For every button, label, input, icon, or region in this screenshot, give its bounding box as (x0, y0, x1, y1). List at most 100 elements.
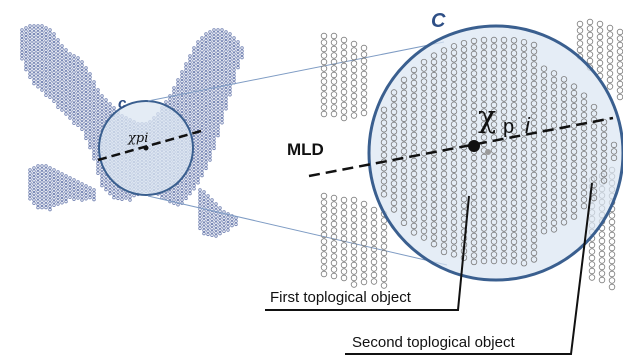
bead (69, 110, 72, 113)
bead (225, 92, 228, 95)
bead (33, 189, 36, 192)
bead (33, 66, 36, 69)
bead (193, 120, 196, 123)
bead (193, 82, 196, 85)
bead (21, 29, 24, 32)
bead (89, 118, 92, 121)
bead (49, 176, 52, 179)
bead (33, 176, 36, 179)
bead (371, 272, 377, 278)
bead (109, 186, 112, 189)
bead (205, 119, 208, 122)
bead (21, 54, 24, 57)
bead (331, 221, 337, 227)
bead (49, 202, 52, 205)
bead (381, 263, 387, 269)
bead (205, 116, 208, 119)
bead (81, 196, 84, 199)
bead (217, 54, 220, 57)
bead (351, 204, 357, 210)
bead (213, 99, 216, 102)
bead (97, 102, 100, 105)
bead (97, 92, 100, 95)
bead (371, 253, 377, 259)
bead (225, 63, 228, 66)
bead (33, 57, 36, 60)
bead (193, 98, 196, 101)
bead (207, 227, 210, 230)
bead (207, 195, 210, 198)
bead (169, 194, 172, 197)
bead (185, 66, 188, 69)
bead (185, 178, 188, 181)
bead (201, 98, 204, 101)
bead (61, 90, 64, 93)
bead (185, 88, 188, 91)
bead (57, 90, 60, 93)
bead (53, 74, 56, 77)
bead (25, 30, 28, 33)
bead (331, 228, 337, 234)
bead (209, 95, 212, 98)
bead (69, 91, 72, 94)
bead (97, 169, 100, 172)
bead (197, 121, 200, 124)
bead (217, 134, 220, 137)
bead (193, 56, 196, 59)
bead (331, 215, 337, 221)
bead (53, 169, 56, 172)
bead (185, 82, 188, 85)
bead (209, 140, 212, 143)
bead (197, 41, 200, 44)
bead (221, 74, 224, 77)
bead (351, 262, 357, 268)
bead (33, 60, 36, 63)
bead (599, 258, 605, 264)
bead (237, 44, 240, 47)
bead (351, 74, 357, 80)
bead (209, 85, 212, 88)
bead (89, 130, 92, 133)
bead (45, 84, 48, 87)
bead (49, 64, 52, 67)
bead (217, 61, 220, 64)
bead (197, 169, 200, 172)
bead (37, 76, 40, 79)
bead (69, 88, 72, 91)
bead (197, 156, 200, 159)
bead (77, 79, 80, 82)
bead (381, 257, 387, 263)
bead (21, 45, 24, 48)
bead (41, 171, 44, 174)
bead (381, 224, 387, 230)
bead (65, 65, 68, 68)
bead (209, 66, 212, 69)
bead (211, 234, 214, 237)
bead (61, 58, 64, 61)
bead (93, 198, 96, 201)
bead (225, 95, 228, 98)
bead (53, 185, 56, 188)
bead (609, 226, 615, 232)
bead (197, 105, 200, 108)
bead (607, 71, 613, 77)
bead (45, 72, 48, 75)
bead (85, 70, 88, 73)
bead (321, 252, 327, 258)
bead (125, 194, 128, 197)
bead (219, 223, 222, 226)
bead (371, 207, 377, 213)
bead (53, 52, 56, 55)
bead (225, 108, 228, 111)
bead (45, 187, 48, 190)
bead (209, 124, 212, 127)
bead (217, 115, 220, 118)
bead (165, 197, 168, 200)
bead (217, 32, 220, 35)
bead (203, 232, 206, 235)
bead (213, 93, 216, 96)
bead (201, 158, 204, 161)
bead (215, 232, 218, 235)
bead (193, 127, 196, 130)
bead (331, 98, 337, 104)
